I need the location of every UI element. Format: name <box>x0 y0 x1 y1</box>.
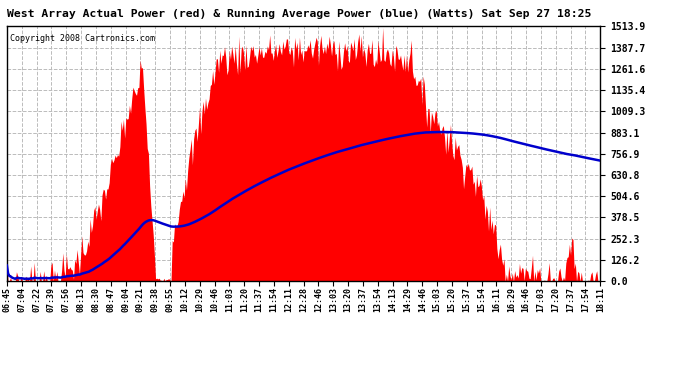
Text: Copyright 2008 Cartronics.com: Copyright 2008 Cartronics.com <box>10 34 155 43</box>
Text: West Array Actual Power (red) & Running Average Power (blue) (Watts) Sat Sep 27 : West Array Actual Power (red) & Running … <box>7 9 591 20</box>
